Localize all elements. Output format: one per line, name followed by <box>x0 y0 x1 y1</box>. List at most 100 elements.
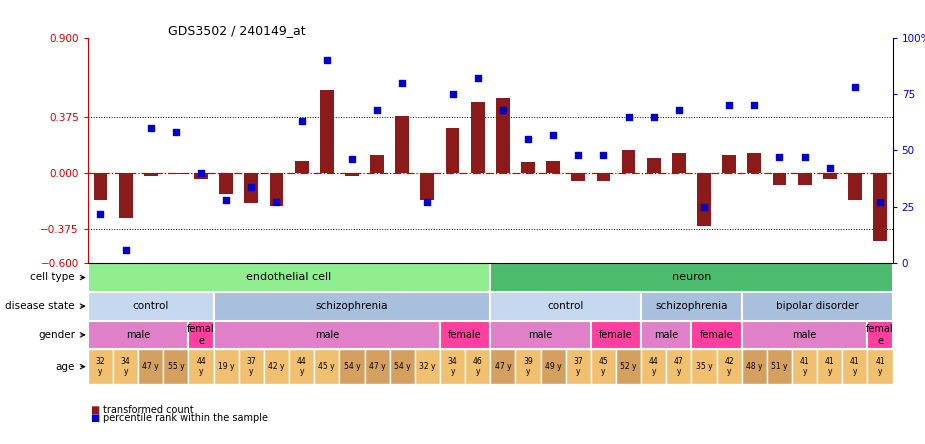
Text: 45
y: 45 y <box>598 357 609 377</box>
Bar <box>641 321 692 349</box>
Text: ■: ■ <box>90 413 99 423</box>
Text: 19 y: 19 y <box>218 362 234 371</box>
Bar <box>189 321 214 349</box>
Point <box>168 129 183 136</box>
Point <box>93 210 108 217</box>
Point <box>118 246 133 253</box>
Bar <box>591 349 616 384</box>
Bar <box>93 173 107 200</box>
Bar <box>164 349 189 384</box>
Text: GDS3502 / 240149_at: GDS3502 / 240149_at <box>168 24 306 36</box>
Bar <box>490 263 893 292</box>
Bar <box>113 349 138 384</box>
Bar <box>364 349 389 384</box>
Text: 54 y: 54 y <box>394 362 411 371</box>
Text: 49 y: 49 y <box>545 362 561 371</box>
Bar <box>345 173 359 176</box>
Bar <box>88 321 189 349</box>
Text: male: male <box>314 330 339 340</box>
Point <box>496 106 511 113</box>
Bar <box>647 158 660 173</box>
Bar <box>616 349 641 384</box>
Text: 52 y: 52 y <box>621 362 636 371</box>
Text: 41
y: 41 y <box>875 357 885 377</box>
Text: 44
y: 44 y <box>196 357 206 377</box>
Text: schizophrenia: schizophrenia <box>655 301 728 311</box>
Bar <box>395 116 409 173</box>
Bar <box>641 292 742 321</box>
Point <box>672 106 686 113</box>
Bar <box>868 321 893 349</box>
Text: 41
y: 41 y <box>850 357 859 377</box>
Text: femal
e: femal e <box>866 324 894 346</box>
Text: 35 y: 35 y <box>696 362 712 371</box>
Bar <box>239 349 264 384</box>
Bar <box>194 173 208 179</box>
Text: age: age <box>56 362 75 372</box>
Bar <box>389 349 414 384</box>
Text: 37
y: 37 y <box>574 357 583 377</box>
Point <box>269 199 284 206</box>
Bar <box>772 173 786 185</box>
Bar <box>641 349 666 384</box>
Bar <box>767 349 792 384</box>
Point <box>797 154 812 161</box>
Text: male: male <box>793 330 817 340</box>
Point <box>319 57 334 64</box>
Bar <box>214 321 440 349</box>
Bar <box>421 173 435 200</box>
Point <box>244 183 259 190</box>
Bar <box>747 154 761 173</box>
Bar <box>440 321 490 349</box>
Point <box>697 203 711 210</box>
Text: 45 y: 45 y <box>318 362 335 371</box>
Text: 34
y: 34 y <box>121 357 130 377</box>
Point <box>746 102 761 109</box>
Bar <box>797 173 811 185</box>
Bar <box>848 173 862 200</box>
Bar <box>540 349 566 384</box>
Text: percentile rank within the sample: percentile rank within the sample <box>103 413 267 423</box>
Bar <box>572 173 586 181</box>
Text: bipolar disorder: bipolar disorder <box>776 301 858 311</box>
Bar <box>546 161 560 173</box>
Point <box>193 170 208 177</box>
Bar <box>414 349 440 384</box>
Point <box>470 75 485 82</box>
Bar <box>521 163 535 173</box>
Text: 42 y: 42 y <box>268 362 285 371</box>
Text: male: male <box>126 330 150 340</box>
Bar <box>722 155 736 173</box>
Bar <box>597 173 610 181</box>
Text: 54 y: 54 y <box>343 362 360 371</box>
Point <box>294 118 309 125</box>
Text: 48 y: 48 y <box>746 362 762 371</box>
Bar <box>817 349 843 384</box>
Bar <box>697 173 711 226</box>
Text: 51 y: 51 y <box>771 362 788 371</box>
Point <box>395 79 410 87</box>
Text: 47 y: 47 y <box>142 362 159 371</box>
Bar <box>490 321 591 349</box>
Text: 47 y: 47 y <box>495 362 512 371</box>
Bar <box>320 90 334 173</box>
Bar <box>88 349 113 384</box>
Bar <box>742 292 893 321</box>
Text: 44
y: 44 y <box>297 357 306 377</box>
Text: 47 y: 47 y <box>369 362 386 371</box>
Bar <box>471 103 485 173</box>
Text: control: control <box>548 301 584 311</box>
Text: male: male <box>654 330 678 340</box>
Bar <box>622 151 635 173</box>
Text: 41
y: 41 y <box>800 357 809 377</box>
Text: endothelial cell: endothelial cell <box>246 273 332 282</box>
Bar <box>295 161 309 173</box>
Point <box>445 91 460 98</box>
Text: 44
y: 44 y <box>648 357 659 377</box>
Text: 46
y: 46 y <box>473 357 483 377</box>
Point <box>521 135 536 143</box>
Bar <box>214 349 239 384</box>
Text: gender: gender <box>38 330 75 340</box>
Bar <box>490 349 515 384</box>
Text: control: control <box>132 301 169 311</box>
